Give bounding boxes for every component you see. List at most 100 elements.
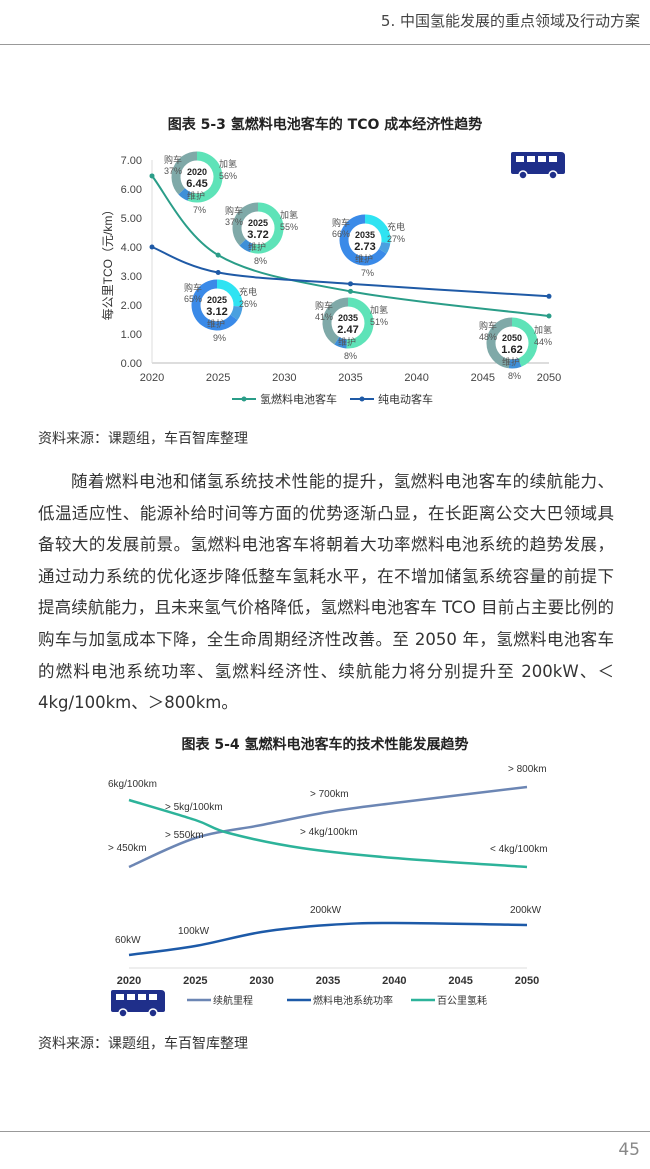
donut-pct: 7% (361, 268, 374, 278)
donut-label: 维护 (338, 336, 356, 347)
donut-label: 购车 (479, 320, 497, 331)
x-tick-label: 2030 (249, 975, 273, 987)
y-tick-label: 2.00 (121, 300, 142, 312)
data-label: 200kW (510, 905, 542, 916)
donut-label: 购车 (164, 154, 182, 165)
x-tick-label: 2040 (404, 372, 428, 384)
donut-segment (339, 214, 387, 266)
data-label: < 4kg/100km (490, 844, 548, 855)
data-label: > 450km (108, 843, 147, 854)
donut-pct: 65% (184, 294, 202, 304)
figure1-source: 资料来源：课题组，车百智库整理 (38, 431, 248, 447)
data-label: > 4kg/100km (300, 827, 358, 838)
x-tick-label: 2050 (537, 372, 561, 384)
x-tick-label: 2045 (448, 975, 472, 987)
legend-label: 燃料电池系统功率 (313, 994, 393, 1007)
donut-segment (511, 317, 538, 367)
donut-hole (496, 327, 528, 359)
donut-year: 2025 (207, 295, 227, 305)
data-point (546, 313, 552, 319)
donut-pct: 8% (254, 256, 267, 266)
data-point (348, 281, 353, 287)
figure1-title: 图表 5-3 氢燃料电池客车的 TCO 成本经济性趋势 (167, 117, 483, 133)
donut-pct: 66% (332, 229, 350, 239)
donut-year: 2035 (355, 230, 375, 240)
legend-label: 续航里程 (213, 994, 253, 1007)
donut-label: 加氢 (219, 158, 237, 169)
donut-pct: 7% (193, 205, 206, 215)
y-tick-label: 7.00 (121, 155, 142, 167)
donut-pct: 55% (280, 222, 298, 232)
donut-value: 6.45 (186, 178, 207, 190)
donut-year: 2050 (502, 333, 522, 343)
x-tick-label: 2025 (206, 372, 230, 384)
donut-label: 购车 (184, 282, 202, 293)
donut-segment (346, 297, 374, 349)
series-line-1 (128, 921, 528, 957)
donut-value: 3.12 (206, 306, 227, 318)
donut-segment (178, 188, 192, 201)
section-header: 5. 中国氢能发展的重点领域及行动方案 (380, 12, 640, 30)
donut-pct: 37% (225, 217, 243, 227)
donut-value: 2.47 (337, 324, 358, 336)
data-label: > 800km (508, 764, 547, 775)
x-tick-label: 2025 (183, 975, 207, 987)
series-line-2 (128, 798, 528, 869)
donut-label: 维护 (207, 318, 225, 329)
series-line-0 (128, 785, 528, 869)
data-label: > 700km (310, 789, 349, 800)
data-point (546, 293, 552, 299)
donut-segment (486, 317, 513, 369)
donut-value: 2.73 (354, 241, 375, 253)
data-label: 100kW (178, 926, 210, 937)
donut-label: 维护 (502, 356, 520, 367)
donut-segment (191, 279, 238, 331)
donut-year: 2025 (248, 218, 268, 228)
series-line-0 (151, 175, 550, 318)
donut-hole (242, 212, 274, 244)
donut-segment (171, 151, 198, 195)
legend-marker (241, 396, 247, 402)
donut-pct: 8% (508, 371, 521, 381)
y-tick-label: 3.00 (121, 271, 142, 283)
donut-label: 维护 (187, 190, 205, 201)
donut-pct: 48% (479, 332, 497, 342)
donut-segment (322, 297, 349, 345)
performance-chart: 2020 2025 2030 2035 2040 2045 2050 > 450km > 550… (108, 764, 548, 1018)
donut-pct: 37% (164, 166, 182, 176)
header-divider (0, 44, 650, 45)
donut-year: 2020 (187, 167, 207, 177)
donut-hole (332, 307, 364, 339)
donut-pct: 41% (315, 312, 333, 322)
donut-value: 1.62 (501, 344, 522, 356)
x-tick-label: 2035 (316, 975, 340, 987)
y-axis-label: 每公里TCO（元/km） (100, 204, 115, 321)
donut-label: 购车 (315, 300, 333, 311)
page-number: 45 (618, 1140, 640, 1160)
bus-icon (511, 152, 565, 180)
y-tick-label: 5.00 (121, 213, 142, 225)
data-point (149, 244, 155, 250)
donut-segment (216, 279, 243, 307)
donut-label: 加氢 (370, 304, 388, 315)
x-tick-label: 2020 (117, 975, 141, 987)
legend-label: 氢燃料电池客车 (260, 392, 337, 406)
donut-hole (201, 289, 233, 321)
donut-year: 2035 (338, 313, 358, 323)
donut-label: 购车 (225, 205, 243, 216)
donut-pct: 44% (534, 337, 552, 347)
data-label: > 5kg/100km (165, 802, 223, 813)
bus-icon (111, 990, 165, 1018)
donut-pct: 51% (370, 317, 388, 327)
x-tick-label: 2045 (471, 372, 495, 384)
donut-pct: 26% (239, 299, 257, 309)
donut-value: 3.72 (247, 229, 268, 241)
donut-segment (232, 202, 259, 246)
donut-segment (378, 241, 391, 254)
donut-segment (508, 358, 522, 369)
donut-pct: 56% (219, 171, 237, 181)
x-tick-label: 2020 (140, 372, 164, 384)
x-tick-label: 2035 (338, 372, 362, 384)
y-tick-label: 6.00 (121, 184, 142, 196)
